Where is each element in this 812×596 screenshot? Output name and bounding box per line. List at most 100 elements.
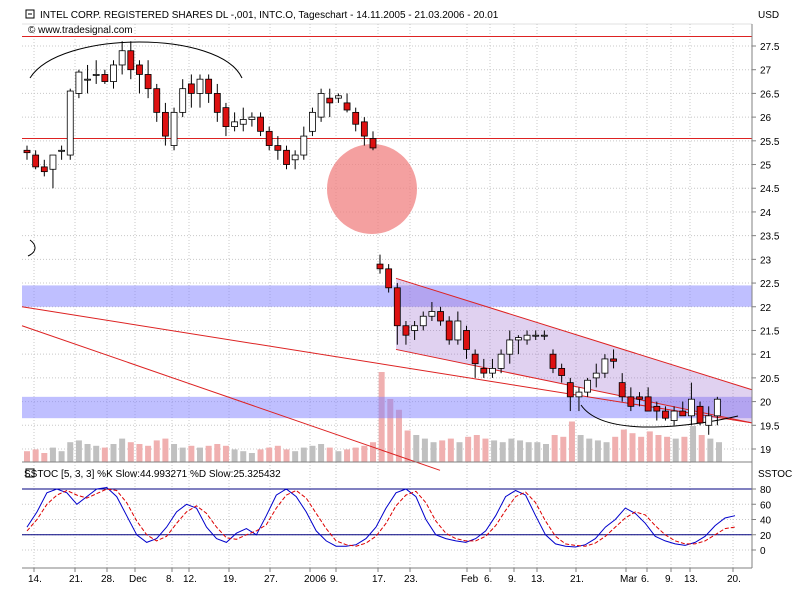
volume-bar: [309, 445, 316, 462]
x-tick-label: 21.: [570, 574, 584, 585]
candle-down: [445, 320, 453, 341]
volume-bar: [421, 438, 428, 462]
stochastic-panel: SSTOC [5, 3, 3] %K Slow:44.993271 %D Slo…: [22, 462, 792, 568]
candle-up: [317, 93, 325, 118]
volume-bar: [439, 440, 446, 462]
stochastic-tick-label: 80: [760, 485, 772, 496]
x-tick-label: Feb: [461, 574, 479, 585]
candle-down: [127, 50, 135, 71]
volume-bar: [586, 438, 593, 462]
candle-down: [480, 367, 488, 374]
candle-down: [696, 405, 704, 424]
x-tick-label: Mar: [620, 574, 638, 585]
volume-bar: [568, 421, 575, 462]
x-tick-label: 19.: [223, 574, 237, 585]
volume-bar: [698, 435, 705, 462]
volume-bar: [465, 436, 472, 462]
volume-bar: [620, 429, 627, 462]
volume-bar: [248, 453, 255, 462]
candle-up: [705, 415, 713, 426]
candle-down: [437, 311, 444, 322]
price-tick-label: 22: [760, 303, 772, 314]
price-panel: 19 19.5 20 20.5 21 21.5 22 22.5 23 23.5 24 24.5 25 25…: [21, 23, 780, 568]
stochastic-grid: [22, 488, 752, 551]
candle-up: [170, 111, 178, 146]
x-tick-label: 9.: [665, 574, 673, 585]
volume-bar: [361, 445, 368, 462]
volume-bar: [197, 447, 203, 462]
price-tick-label: 21: [760, 350, 772, 361]
candle-up: [489, 367, 496, 374]
indicator-box-icon[interactable]: [25, 468, 35, 478]
volume-bar: [551, 435, 558, 462]
indicator-axis-label: SSTOC: [758, 469, 792, 480]
candle-up: [601, 358, 609, 374]
candle-down: [369, 138, 377, 149]
candle-up: [248, 116, 256, 120]
volume-bar: [430, 442, 437, 462]
volume-bar: [690, 426, 697, 462]
volume-bar: [456, 442, 463, 462]
volume-bar: [127, 442, 134, 462]
candle-up: [497, 353, 505, 369]
stochastic-tick-label: 60: [760, 500, 772, 511]
volume-bar: [534, 442, 541, 462]
volume-bar: [716, 442, 722, 462]
volume-bar: [655, 435, 662, 462]
volume-bar: [681, 436, 688, 462]
candle-down: [360, 121, 368, 137]
candle-down: [205, 78, 213, 94]
volume-bar: [274, 445, 281, 462]
volume-bar: [370, 442, 376, 462]
volume-bar: [543, 444, 549, 462]
support-band: [22, 285, 752, 307]
candle-up: [411, 325, 419, 331]
candle-down: [610, 358, 617, 362]
candle-up: [670, 410, 678, 421]
price-tick-label: 25.5: [760, 137, 780, 148]
candle-up: [66, 90, 74, 156]
volume-bar: [612, 436, 619, 462]
stochastic-tick-label: 40: [760, 516, 772, 527]
volume-bar: [58, 451, 65, 462]
candle-up: [523, 334, 531, 341]
candle-down: [187, 83, 195, 94]
candle-up: [291, 154, 299, 161]
candle-up: [688, 398, 695, 417]
candle-down: [257, 116, 264, 132]
volume-bar: [93, 445, 100, 462]
candle-down: [32, 154, 40, 168]
volume-bar: [395, 409, 402, 462]
price-tick-label: 24: [760, 208, 772, 219]
x-tick-label: 13.: [684, 574, 698, 585]
candle-down: [136, 64, 143, 75]
price-tick-label: 25: [760, 161, 772, 172]
volume-bar: [387, 399, 394, 462]
candle-up: [592, 372, 600, 379]
volume-bar: [205, 445, 212, 462]
candle-down: [653, 405, 661, 412]
candle-up: [540, 334, 548, 337]
candle-down: [636, 396, 643, 400]
volume-bar: [41, 453, 48, 462]
indicator-label: SSTOC [5, 3, 3] %K Slow:44.993271 %D Slo…: [24, 469, 281, 480]
candle-down: [566, 382, 574, 398]
x-axis-ticks: 14. 21. 28. Dec 8. 12. 19. 27. 2006 9. 17. 23. Feb 6.…: [28, 568, 741, 585]
price-tick-label: 23.5: [760, 232, 780, 243]
volume-bar: [24, 451, 30, 462]
volume-bar: [119, 438, 126, 462]
volume-bar: [413, 435, 420, 462]
candle-up: [92, 74, 100, 76]
x-tick-label: 8.: [166, 574, 174, 585]
x-tick-label: 6.: [641, 574, 649, 585]
volume-bar: [318, 444, 325, 462]
candle-up: [75, 71, 83, 94]
volume-bar: [352, 447, 359, 462]
volume-bar: [707, 438, 714, 462]
candle-up: [300, 135, 308, 156]
x-tick-label: 2006: [304, 574, 327, 585]
resistance-lines: [22, 36, 752, 139]
volume-bar: [517, 440, 524, 462]
candle-up: [428, 311, 436, 317]
candle-down: [679, 410, 687, 417]
